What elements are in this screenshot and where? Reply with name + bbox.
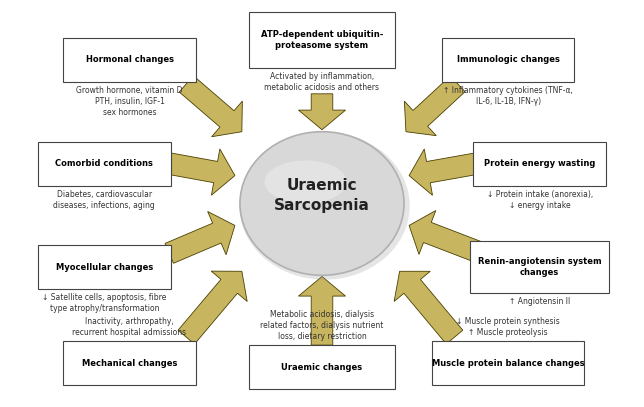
Text: Uraemic
Sarcopenia: Uraemic Sarcopenia — [274, 178, 370, 213]
Text: Muscle protein balance changes: Muscle protein balance changes — [432, 359, 585, 368]
Polygon shape — [394, 271, 463, 344]
Text: Mechanical changes: Mechanical changes — [82, 359, 177, 368]
FancyBboxPatch shape — [63, 38, 196, 82]
Ellipse shape — [240, 132, 410, 280]
FancyBboxPatch shape — [432, 341, 584, 385]
Text: ↑ Inflammatory cytokines (TNF-α,
IL-6, IL-1B, IFN-γ): ↑ Inflammatory cytokines (TNF-α, IL-6, I… — [443, 86, 573, 106]
FancyBboxPatch shape — [249, 345, 395, 389]
Text: Metabolic acidosis, dialysis
related factors, dialysis nutrient
loss, dietary re: Metabolic acidosis, dialysis related fac… — [260, 310, 384, 341]
Polygon shape — [298, 276, 346, 345]
FancyBboxPatch shape — [249, 12, 395, 68]
FancyBboxPatch shape — [470, 241, 609, 293]
Ellipse shape — [240, 132, 404, 275]
Text: Hormonal changes: Hormonal changes — [86, 55, 173, 64]
Polygon shape — [409, 210, 480, 261]
Text: Diabetes, cardiovascular
diseases, infections, aging: Diabetes, cardiovascular diseases, infec… — [53, 190, 155, 210]
Polygon shape — [178, 271, 247, 344]
Text: Protein energy wasting: Protein energy wasting — [484, 159, 596, 168]
Text: Growth hormone, vitamin D
PTH, insulin, IGF-1
sex hormones: Growth hormone, vitamin D PTH, insulin, … — [76, 86, 183, 117]
FancyBboxPatch shape — [38, 142, 171, 186]
Text: ↓ Satellite cells, apoptosis, fibre
type atrophy/transformation: ↓ Satellite cells, apoptosis, fibre type… — [42, 293, 166, 313]
Polygon shape — [167, 149, 235, 195]
FancyBboxPatch shape — [38, 245, 171, 289]
Ellipse shape — [265, 160, 346, 204]
Text: Renin-angiotensin system
changes: Renin-angiotensin system changes — [478, 258, 601, 277]
Text: Activated by inflammation,
metabolic acidosis and others: Activated by inflammation, metabolic aci… — [265, 72, 379, 92]
Polygon shape — [404, 76, 465, 136]
Polygon shape — [165, 212, 235, 263]
Text: Uraemic changes: Uraemic changes — [281, 363, 363, 372]
Text: Inactivity, arthropathy,
recurrent hospital admissions: Inactivity, arthropathy, recurrent hospi… — [72, 317, 187, 337]
Polygon shape — [409, 149, 478, 195]
Text: ↓ Protein intake (anorexia),
↓ energy intake: ↓ Protein intake (anorexia), ↓ energy in… — [487, 190, 593, 210]
Polygon shape — [298, 94, 346, 130]
Polygon shape — [179, 76, 242, 137]
FancyBboxPatch shape — [442, 38, 574, 82]
Text: Immunologic changes: Immunologic changes — [457, 55, 560, 64]
Text: ↑ Angiotensin II: ↑ Angiotensin II — [509, 297, 571, 306]
Text: Comorbid conditions: Comorbid conditions — [55, 159, 153, 168]
Text: ATP-dependent ubiquitin-
proteasome system: ATP-dependent ubiquitin- proteasome syst… — [261, 30, 383, 50]
Text: Myocellular changes: Myocellular changes — [55, 263, 153, 272]
Text: ↓ Muscle protein synthesis
↑ Muscle proteolysis: ↓ Muscle protein synthesis ↑ Muscle prot… — [457, 317, 560, 337]
FancyBboxPatch shape — [63, 341, 196, 385]
FancyBboxPatch shape — [473, 142, 606, 186]
